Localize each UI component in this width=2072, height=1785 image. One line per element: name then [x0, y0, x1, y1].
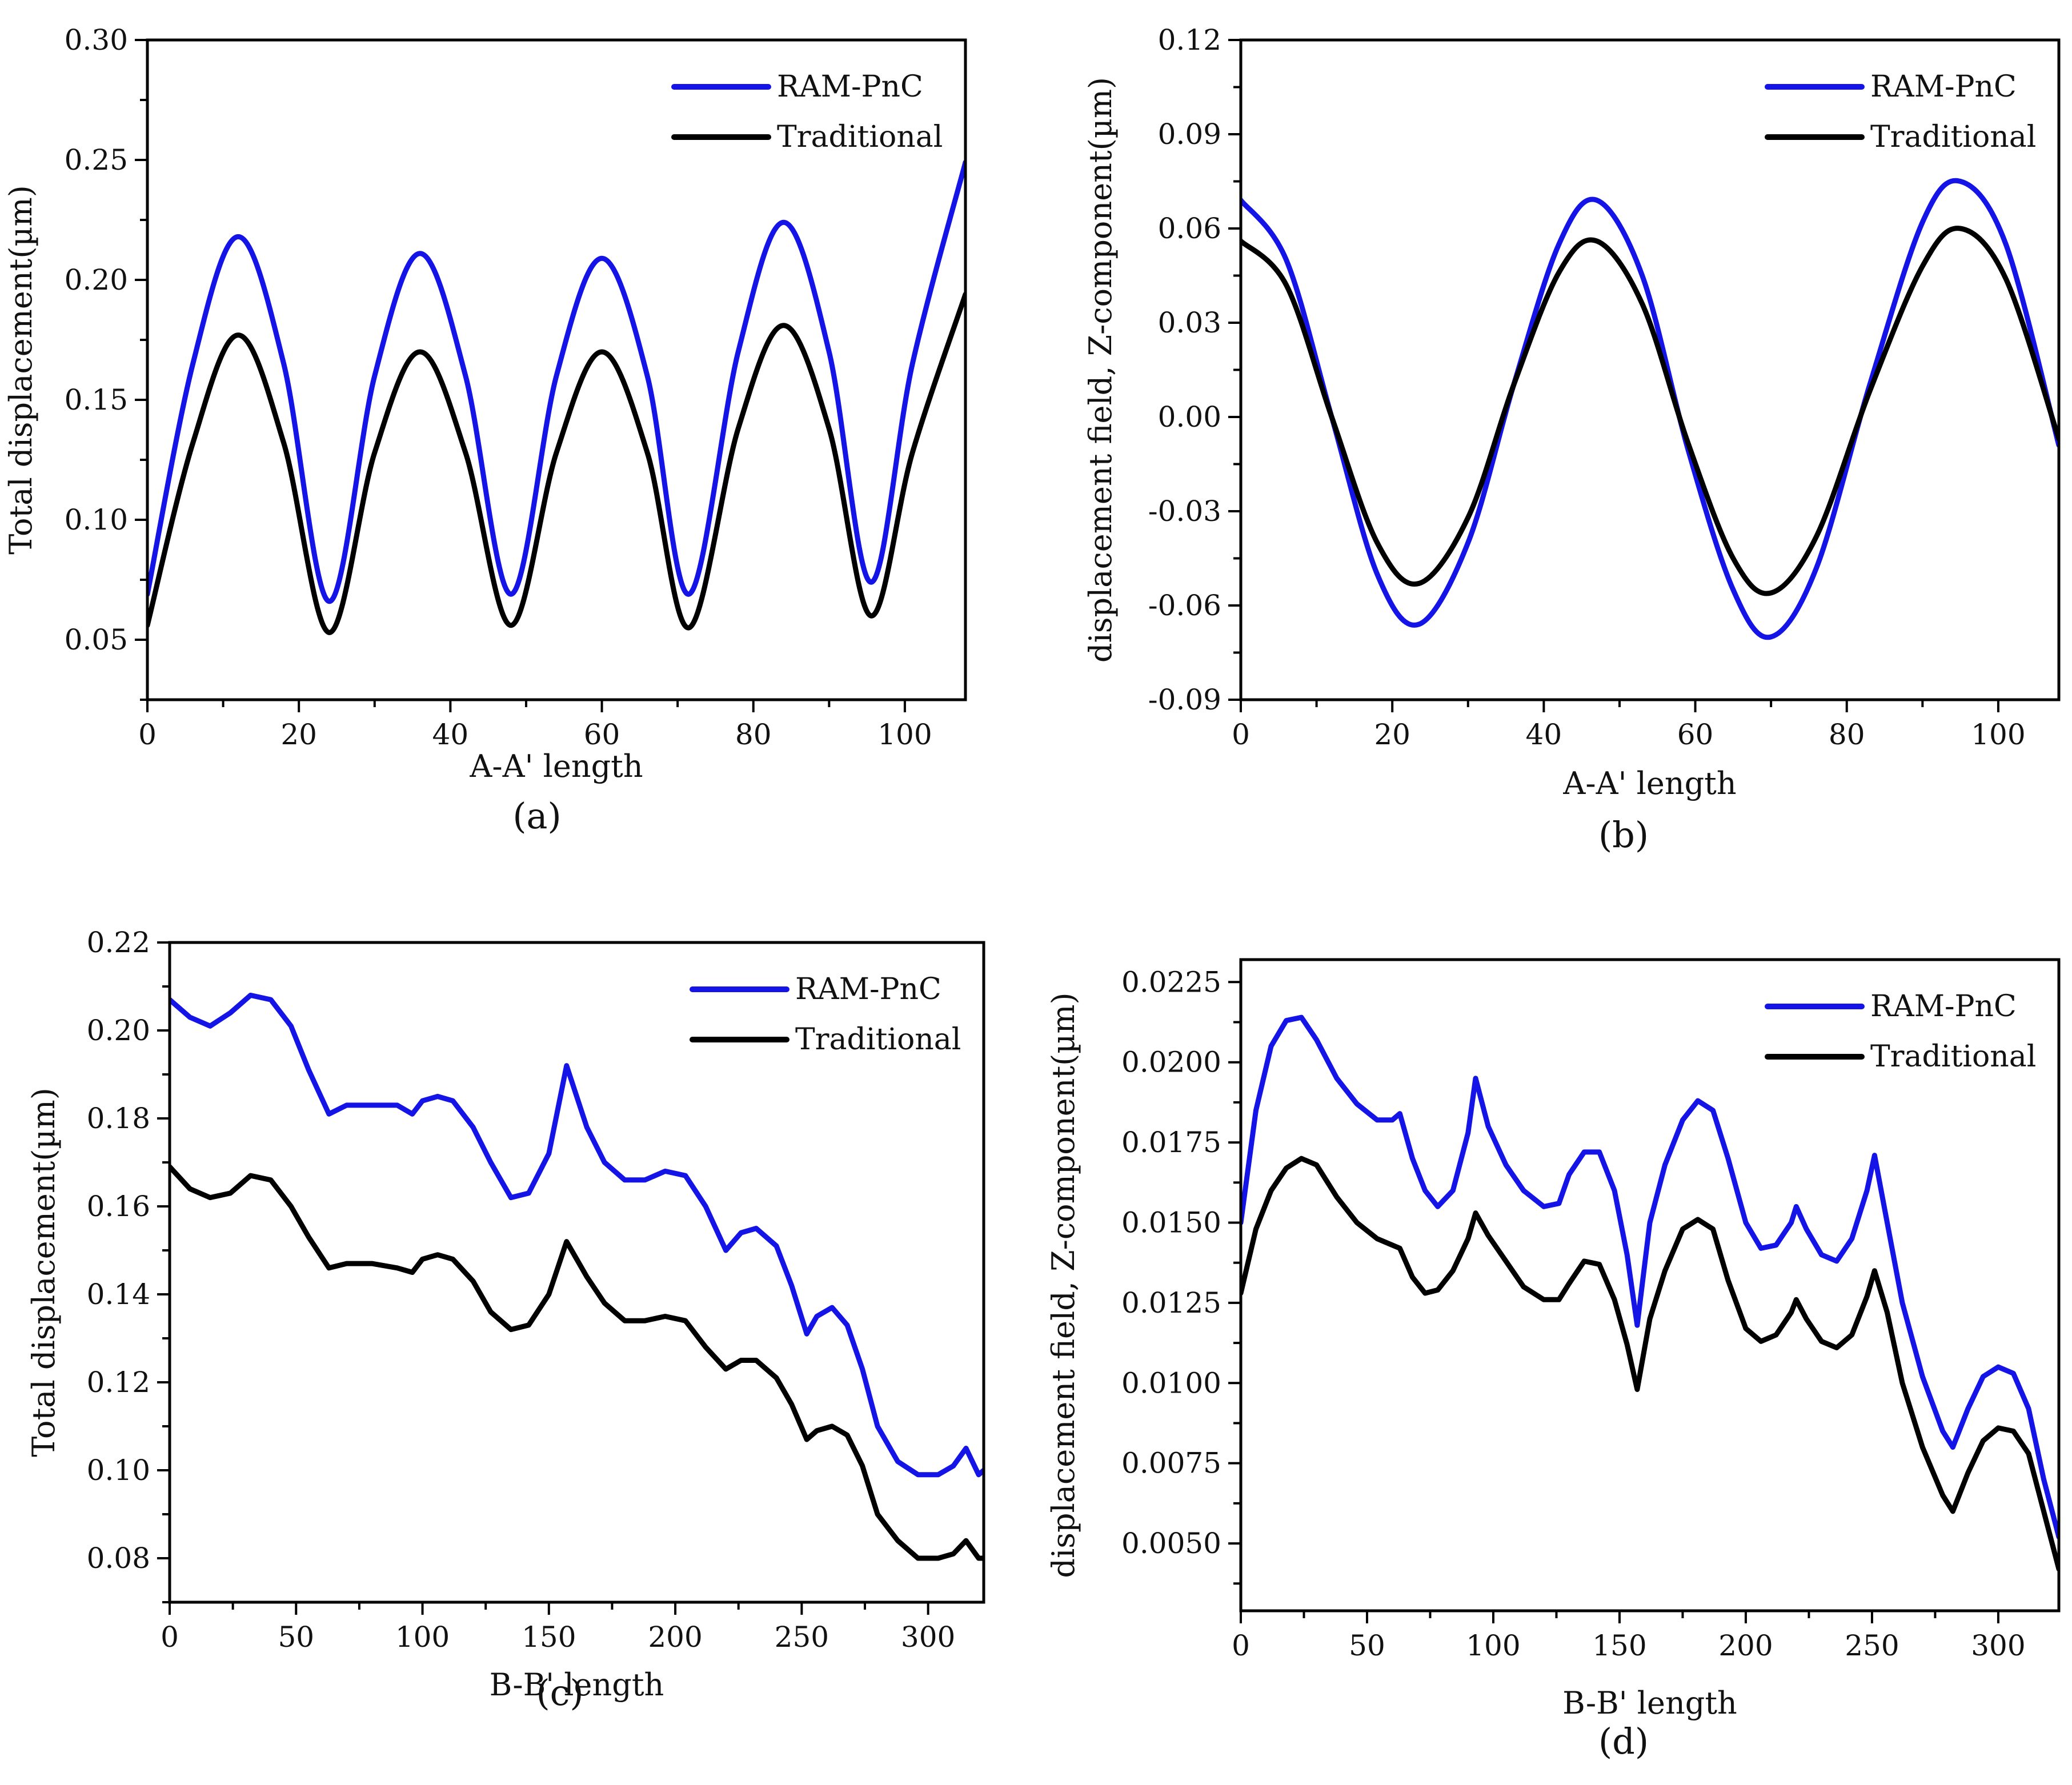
x-tick-label: 100 [1971, 718, 2025, 751]
y-tick-label: 0.0075 [1121, 1447, 1221, 1480]
y-tick-label: 0.0200 [1121, 1046, 1221, 1079]
series-line-traditional [147, 291, 965, 635]
x-tick-label: 50 [278, 1620, 314, 1654]
x-tick-label: 0 [138, 718, 157, 751]
x-tick-label: 200 [648, 1620, 702, 1654]
plot-frame [1239, 958, 2061, 1612]
series-line-ram-pnc [170, 992, 984, 1478]
series-line-ram-pnc [1241, 178, 2059, 640]
y-tick-label: 0.18 [87, 1102, 150, 1135]
plot-frame [168, 941, 985, 1604]
y-tick-label: 0.03 [1158, 306, 1221, 339]
y-tick-label: 0.0150 [1121, 1206, 1221, 1239]
y-tick-label: 0.15 [65, 383, 128, 416]
y-tick-label: 0.20 [65, 263, 128, 296]
panel-caption: (a) [512, 795, 561, 837]
chart-panel-d: 0 50 100 150 200 250 300 0.0050 0.0075 0.0100 0.01… [1045, 958, 2061, 1762]
x-tick-label: 300 [1971, 1629, 2025, 1662]
y-tick-label: 0.0050 [1121, 1527, 1221, 1560]
y-tick-label: 0.0125 [1121, 1286, 1221, 1319]
legend-label: Traditional [795, 1022, 961, 1057]
x-tick-label: 0 [1232, 718, 1250, 751]
y-tick-label: 0.16 [87, 1190, 150, 1223]
y-tick-label: 0.00 [1158, 400, 1221, 434]
x-axis-label: B-B' length [490, 1667, 664, 1703]
y-tick-label: 0.06 [1158, 212, 1221, 245]
y-tick-label: -0.03 [1148, 495, 1221, 528]
x-tick-label: 60 [1677, 718, 1714, 751]
x-tick-label: 200 [1718, 1629, 1773, 1662]
legend-label: RAM-PnC [777, 70, 923, 104]
x-tick-label: 250 [775, 1620, 829, 1654]
chart-panel-a: 0 20 40 60 80 100 0.05 0.10 0.15 0.20 0.25 0.30 A-A'… [3, 23, 967, 837]
y-tick-label: 0.12 [1158, 23, 1221, 57]
y-tick-label: 0.05 [65, 623, 128, 656]
plot-frame [146, 38, 967, 701]
legend-label: RAM-PnC [1870, 989, 2017, 1024]
x-tick-label: 60 [584, 718, 620, 751]
x-tick-label: 20 [1374, 718, 1410, 751]
panel-caption: (d) [1598, 1720, 1649, 1762]
x-tick-label: 300 [901, 1620, 955, 1654]
x-tick-label: 150 [1592, 1629, 1646, 1662]
y-axis-label: displacement field, Z-component(µm) [1083, 77, 1119, 663]
panel-caption: (b) [1598, 814, 1649, 856]
y-tick-label: 0.12 [87, 1366, 150, 1399]
panel-caption: (c) [536, 1672, 583, 1714]
x-tick-label: 80 [1829, 718, 1865, 751]
x-tick-label: 40 [432, 718, 469, 751]
x-tick-label: 250 [1845, 1629, 1899, 1662]
x-tick-label: 100 [395, 1620, 450, 1654]
x-tick-label: 150 [522, 1620, 576, 1654]
x-tick-label: 0 [161, 1620, 179, 1654]
series-line-ram-pnc [147, 159, 965, 604]
y-axis-label: displacement field, Z-component(µm) [1045, 992, 1081, 1578]
chart-panel-b: 0 20 40 60 80 100 -0.09 -0.06 -0.03 0.00 0.03 0.06 0… [1083, 23, 2061, 856]
legend-label: Traditional [1870, 120, 2036, 154]
y-tick-label: 0.20 [87, 1014, 150, 1047]
y-tick-label: 0.0175 [1121, 1126, 1221, 1159]
x-tick-label: 20 [280, 718, 317, 751]
legend-label: Traditional [1870, 1040, 2036, 1074]
series-line-traditional [1241, 226, 2059, 596]
y-tick-label: 0.0100 [1121, 1366, 1221, 1399]
y-tick-label: 0.30 [65, 23, 128, 57]
y-tick-label: 0.22 [87, 926, 150, 959]
x-tick-label: 80 [735, 718, 772, 751]
y-tick-label: 0.10 [65, 503, 128, 536]
y-tick-label: 0.14 [87, 1278, 150, 1311]
series-line-ram-pnc [1241, 1014, 2059, 1540]
x-axis-label: A-A' length [469, 748, 643, 784]
legend-label: RAM-PnC [1870, 70, 2017, 104]
y-axis-label: Total displacement(µm) [26, 1088, 62, 1457]
y-tick-label: 0.25 [65, 143, 128, 177]
y-axis-label: Total displacement(µm) [3, 185, 39, 555]
x-tick-label: 100 [877, 718, 932, 751]
series-line-traditional [170, 1164, 984, 1561]
y-tick-label: 0.08 [87, 1542, 150, 1575]
y-tick-label: -0.09 [1148, 683, 1221, 716]
x-axis-label: A-A' length [1562, 765, 1736, 801]
x-tick-label: 0 [1232, 1629, 1250, 1662]
legend-label: Traditional [777, 120, 943, 154]
legend-label: RAM-PnC [795, 972, 941, 1006]
x-tick-label: 40 [1526, 718, 1562, 751]
y-tick-label: -0.06 [1148, 589, 1221, 622]
x-tick-label: 100 [1466, 1629, 1520, 1662]
y-tick-label: 0.09 [1158, 118, 1221, 151]
chart-panel-c: 0 50 100 150 200 250 300 0.08 0.10 0.12 0.14 0.16 0.… [26, 926, 985, 1714]
x-tick-label: 50 [1349, 1629, 1385, 1662]
y-tick-label: 0.0225 [1121, 965, 1221, 998]
series-line-traditional [1241, 1156, 2059, 1572]
x-axis-label: B-B' length [1562, 1685, 1737, 1721]
y-tick-label: 0.10 [87, 1454, 150, 1487]
